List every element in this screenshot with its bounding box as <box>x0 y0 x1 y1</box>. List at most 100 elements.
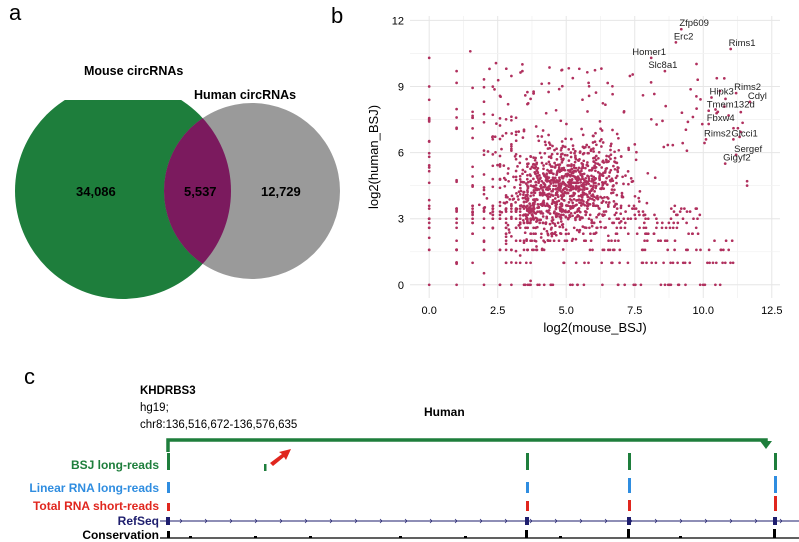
scatter-point <box>534 183 538 187</box>
scatter-point <box>592 134 595 138</box>
scatter-point <box>574 170 578 173</box>
scatter-point <box>565 204 569 207</box>
scatter-point <box>534 188 538 192</box>
scatter-point <box>559 153 563 156</box>
scatter-point <box>518 239 522 243</box>
scatter-point <box>522 129 526 133</box>
panel-letter-b: b <box>331 3 344 28</box>
scatter-point <box>580 198 584 202</box>
scatter-point <box>547 160 551 164</box>
scatter-point <box>504 221 508 225</box>
scatter-point <box>734 91 738 95</box>
scatter-point <box>694 207 698 210</box>
scatter-point <box>597 150 601 154</box>
scatter-point <box>585 181 589 185</box>
scatter-point <box>606 203 610 207</box>
scatter-point <box>585 204 589 208</box>
total-read-bar <box>628 500 631 511</box>
scatter-point <box>514 239 518 243</box>
scatter-point <box>564 228 568 232</box>
scatter-point <box>591 248 594 252</box>
scatter-point <box>539 211 543 215</box>
scatter-point <box>513 155 517 158</box>
scatter-point <box>530 248 534 252</box>
scatter-point <box>649 56 653 60</box>
scatter-point <box>529 179 532 183</box>
scatter-point <box>646 232 650 236</box>
scatter-point <box>566 164 570 167</box>
scatter-point <box>567 148 571 151</box>
scatter-point <box>427 85 431 88</box>
scatter-point <box>622 182 625 186</box>
scatter-point <box>643 248 647 252</box>
scatter-point <box>685 149 689 153</box>
scatter-point <box>504 131 508 135</box>
venn-human-label: Human circRNAs <box>194 88 297 102</box>
scatter-point <box>553 222 556 226</box>
scatter-point <box>504 117 508 121</box>
scatter-point <box>659 239 663 243</box>
scatter-point <box>610 239 613 243</box>
scatter-point <box>550 178 553 182</box>
scatter-point <box>574 156 577 159</box>
genomic-coords: chr8:136,516,672-136,576,635 <box>140 419 298 431</box>
scatter-point <box>427 151 431 155</box>
scatter-point <box>594 131 597 135</box>
scatter-point <box>579 173 583 177</box>
scatter-point <box>592 150 595 153</box>
scatter-point <box>564 172 568 176</box>
scatter-point <box>600 166 604 169</box>
scatter-point <box>645 261 648 265</box>
scatter-point <box>547 192 551 196</box>
scatter-point <box>521 196 525 200</box>
scatter-point <box>615 217 619 221</box>
scatter-point <box>471 185 474 188</box>
scatter-point <box>524 214 528 218</box>
scatter-point <box>567 232 570 236</box>
scatter-point <box>585 193 589 197</box>
scatter-point <box>587 217 591 221</box>
scatter-point <box>590 220 594 224</box>
scatter-point <box>535 245 538 248</box>
scatter-point <box>588 197 592 200</box>
scatter-point <box>524 226 527 230</box>
scatter-point <box>580 169 583 173</box>
scatter-point <box>506 223 510 227</box>
scatter-point <box>514 226 518 230</box>
scatter-point <box>572 226 576 230</box>
scatter-point <box>521 63 524 66</box>
scatter-point <box>512 197 516 201</box>
scatter-point <box>671 143 675 147</box>
scatter-point <box>560 68 563 72</box>
scatter-point <box>664 104 668 108</box>
scatter-point <box>614 202 617 206</box>
scatter-point <box>534 156 537 160</box>
refseq-strand-tick <box>604 518 608 524</box>
scatter-point <box>555 158 559 161</box>
scatter-point <box>593 68 597 72</box>
scatter-point <box>723 105 726 108</box>
scatter-point <box>600 261 604 265</box>
scatter-point <box>562 198 566 202</box>
scatter-point <box>526 162 529 166</box>
scatter-point <box>607 239 610 243</box>
scatter-point <box>533 158 537 162</box>
scatter-point <box>576 207 580 211</box>
assembly: hg19; <box>140 402 169 414</box>
scatter-point <box>571 214 574 218</box>
scatter-point <box>554 230 557 234</box>
scatter-point <box>674 213 678 217</box>
scatter-point <box>638 190 642 193</box>
scatter-point <box>645 201 649 205</box>
scatter-point <box>427 56 431 60</box>
scatter-point <box>498 200 502 204</box>
scatter-point <box>552 184 555 188</box>
scatter-point <box>455 221 458 225</box>
scatter-point <box>557 188 561 192</box>
scatter-point <box>666 143 670 147</box>
scatter-point <box>563 145 567 149</box>
refseq-strand-tick <box>204 518 208 524</box>
scatter-point <box>562 213 565 217</box>
scatter-point <box>601 196 604 200</box>
